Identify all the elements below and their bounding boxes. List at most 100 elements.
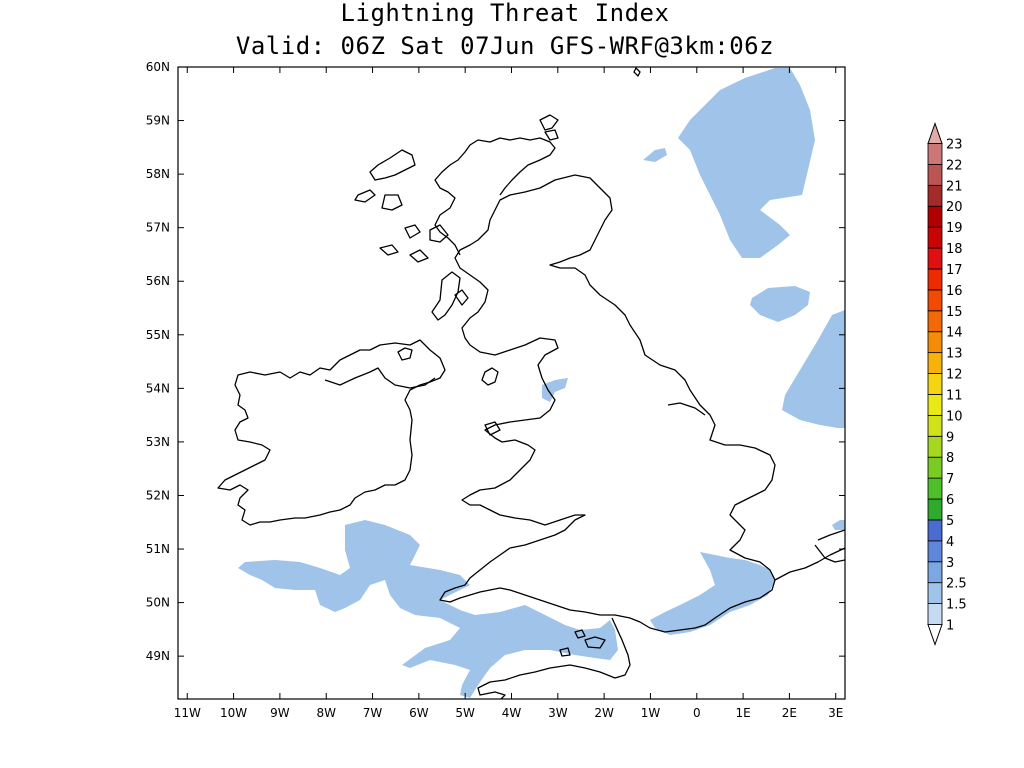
colorbar-label: 22	[946, 158, 963, 173]
lat-tick-label: 54N	[146, 381, 170, 395]
lat-tick-label: 55N	[146, 328, 170, 342]
shetland-fragment	[633, 67, 641, 77]
colorbar-label: 1	[946, 619, 954, 634]
colorbar-label: 17	[946, 263, 963, 278]
lat-tick-label: 53N	[146, 435, 170, 449]
colorbar-label: 23	[946, 138, 963, 153]
colorbar-segment	[927, 310, 943, 333]
france-coastline	[477, 529, 845, 699]
colorbar-label: 7	[946, 472, 954, 487]
ireland-coastline	[217, 339, 446, 526]
lon-tick-label: 11W	[174, 706, 201, 720]
threat-area-channel-west	[238, 520, 618, 698]
threat-area-north-sea-east	[782, 310, 845, 428]
chart-title: Lightning Threat Index	[340, 0, 670, 27]
colorbar-segment	[927, 226, 943, 249]
colorbar-segment	[927, 456, 943, 479]
colorbar-label: 20	[946, 200, 963, 215]
isle-of-wight	[584, 636, 606, 649]
colorbar-label: 19	[946, 221, 963, 236]
longitude-axis: 11W 10W 9W 8W 7W 6W 5W 4W 3W 2W 1W 0 1E 2E 3E	[174, 67, 843, 720]
colorbar-segment	[927, 435, 943, 458]
colorbar-segment	[927, 498, 943, 521]
colorbar-label: 9	[946, 430, 954, 445]
lat-tick-label: 57N	[146, 221, 170, 235]
lat-tick-label: 58N	[146, 167, 170, 181]
lat-tick-label: 49N	[146, 649, 170, 663]
northern-ireland-border	[324, 367, 436, 389]
great-britain-coastline	[439, 174, 776, 633]
colorbar-segment	[927, 603, 943, 625]
map-content	[217, 67, 845, 699]
colorbar-label: 6	[946, 493, 954, 508]
lon-tick-label: 8W	[316, 706, 336, 720]
lon-tick-label: 0	[693, 706, 701, 720]
lon-tick-label: 1W	[641, 706, 661, 720]
threat-area-north-sea-small	[643, 148, 667, 162]
colorbar-label: 10	[946, 409, 963, 424]
colorbar-segment	[927, 247, 943, 270]
colorbar-segment	[927, 268, 943, 291]
colorbar-label: 3	[946, 556, 954, 571]
colorbar-segment	[927, 561, 943, 584]
latitude-axis: 60N 59N 58N 57N 56N 55N 54N 53N 52N 51N 50N 49N	[146, 60, 845, 663]
scotland-west-isles	[354, 149, 449, 263]
colorbar-over-arrow	[927, 121, 943, 144]
colorbar-label: 2.5	[946, 577, 967, 592]
colorbar-label: 18	[946, 242, 963, 257]
chart-subtitle: Valid: 06Z Sat 07Jun GFS-WRF@3km:06z	[235, 32, 775, 60]
lon-tick-label: 4W	[502, 706, 522, 720]
colorbar-label: 15	[946, 305, 963, 320]
colorbar-label: 4	[946, 535, 954, 550]
lat-tick-label: 51N	[146, 542, 170, 556]
lon-tick-label: 10W	[220, 706, 247, 720]
lat-tick-label: 52N	[146, 488, 170, 502]
colorbar-label: 12	[946, 368, 963, 383]
colorbar-label: 16	[946, 284, 963, 299]
lon-tick-label: 1E	[735, 706, 750, 720]
colorbar-segment	[927, 477, 943, 500]
orkney	[539, 114, 559, 141]
colorbar-segment	[927, 289, 943, 312]
lon-tick-label: 2W	[594, 706, 614, 720]
lat-tick-label: 56N	[146, 274, 170, 288]
colorbar-segment	[927, 394, 943, 416]
colorbar-label: 5	[946, 514, 954, 529]
colorbar-segment	[927, 143, 943, 165]
threat-area-north-sea-mid	[750, 286, 810, 322]
threat-area-channel-east	[650, 552, 775, 635]
colorbar-segment	[927, 519, 943, 542]
threat-area-irish-sea	[542, 378, 568, 402]
colorbar-segment	[927, 373, 943, 395]
the-wash	[667, 402, 706, 416]
colorbar-segment	[927, 205, 943, 228]
colorbar-segment	[927, 582, 943, 604]
colorbar-segment	[927, 352, 943, 374]
lon-tick-label: 9W	[270, 706, 290, 720]
isle-of-man	[481, 367, 499, 386]
lon-tick-label: 6W	[409, 706, 429, 720]
lon-tick-label: 3W	[548, 706, 568, 720]
colorbar-under-arrow	[927, 624, 943, 647]
kintyre-arran	[431, 271, 469, 321]
lon-tick-label: 2E	[782, 706, 797, 720]
colorbar-label: 13	[946, 347, 963, 362]
threat-area-north-sea-north	[678, 68, 815, 258]
lat-tick-label: 50N	[146, 596, 170, 610]
lon-tick-label: 3E	[828, 706, 843, 720]
lon-tick-label: 5W	[455, 706, 475, 720]
colorbar-segment	[927, 331, 943, 354]
colorbar-label: 21	[946, 179, 963, 194]
colorbar-segment	[927, 184, 943, 207]
anglesey	[484, 421, 501, 436]
colorbar-label: 8	[946, 451, 954, 466]
channel-islands	[559, 629, 586, 657]
threat-area-far-east	[832, 520, 845, 530]
colorbar-segment	[927, 540, 943, 563]
colorbar-segment	[927, 414, 943, 437]
colorbar-label: 14	[946, 326, 963, 341]
colorbar-segment	[927, 164, 943, 186]
lat-tick-label: 59N	[146, 114, 170, 128]
colorbar-label: 11	[946, 388, 963, 403]
